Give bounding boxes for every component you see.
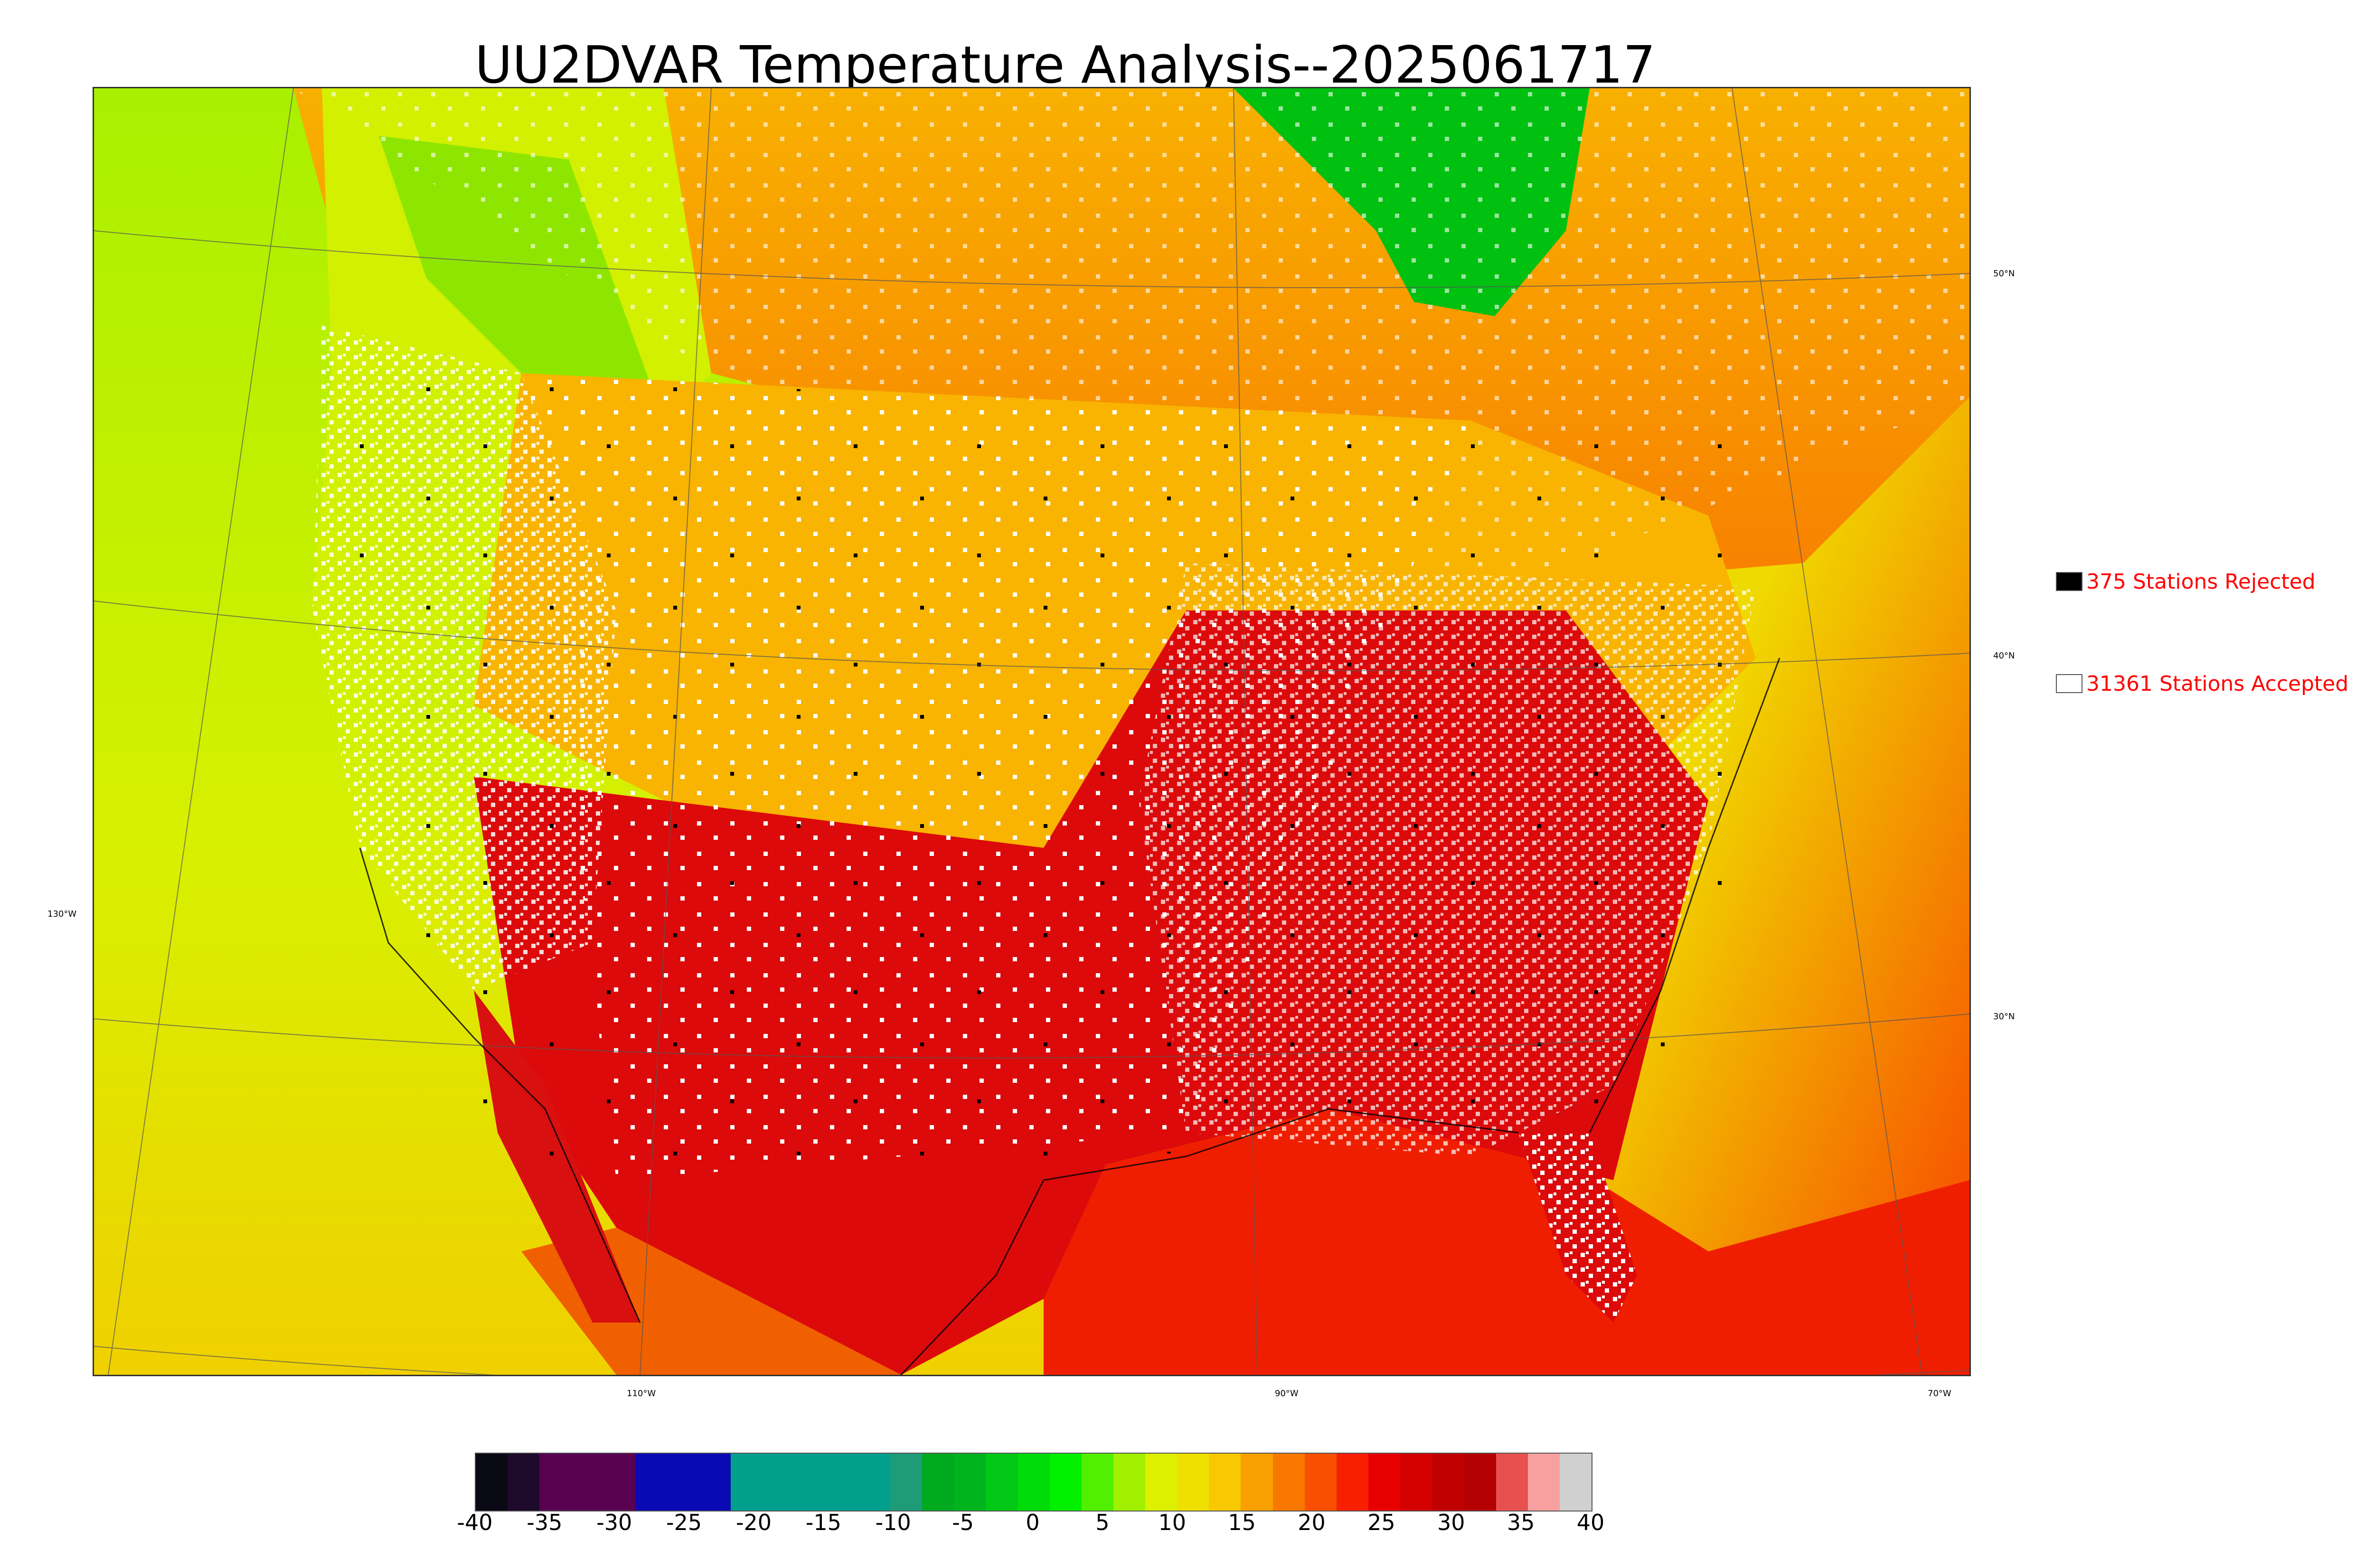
legend-accepted: 31361 Stations Accepted [2056, 669, 2348, 698]
graticule [94, 88, 1969, 1375]
stations-rejected [312, 373, 1756, 1180]
colorbar-segment [1368, 1454, 1401, 1511]
colorbar-segment [826, 1454, 858, 1511]
colorbar-segment [1049, 1454, 1082, 1511]
colorbar-segment [731, 1454, 763, 1511]
colorbar-segment [890, 1454, 922, 1511]
colorbar-segment [954, 1454, 986, 1511]
colorbar-segment [667, 1454, 699, 1511]
colorbar-tick: -25 [666, 1510, 702, 1535]
colorbar-tick: 25 [1367, 1510, 1395, 1535]
colorbar-tick: 35 [1507, 1510, 1535, 1535]
lon-label-130w: 130°W [47, 909, 77, 919]
colorbar-segment [1145, 1454, 1178, 1511]
colorbar-segment [603, 1454, 635, 1511]
lat-label-50n: 50°N [1993, 269, 2015, 279]
colorbar-segment [794, 1454, 827, 1511]
temperature-map: 50°N 40°N 30°N [93, 87, 2015, 1376]
colorbar-segment [763, 1454, 795, 1511]
colorbar-tick: 20 [1298, 1510, 1326, 1535]
colorbar-tick: -40 [457, 1510, 493, 1535]
colorbar-tick: 40 [1576, 1510, 1605, 1535]
colorbar-segment [1336, 1454, 1368, 1511]
colorbar-segment [1209, 1454, 1241, 1511]
rockies-cool [379, 136, 664, 421]
colorbar-tick: 0 [1026, 1510, 1040, 1535]
colorbar-segment [1017, 1454, 1050, 1511]
colorbar-segment [508, 1454, 540, 1511]
lon-label-90w: 90°W [1275, 1389, 1299, 1399]
colorbar-segment [1272, 1454, 1305, 1511]
gulf-of-mexico [1044, 1109, 1969, 1375]
colorbar-tick: -5 [952, 1510, 974, 1535]
lon-label-110w: 110°W [627, 1389, 656, 1399]
colorbar-segment [539, 1454, 572, 1511]
legend-rejected-swatch [2056, 572, 2082, 591]
legend-rejected-label: 375 Stations Rejected [2086, 569, 2316, 594]
stations-florida [1518, 1133, 1637, 1323]
colorbar-segment [1304, 1454, 1337, 1511]
colorbar-segment [1496, 1454, 1528, 1511]
colorbar-segment [858, 1454, 890, 1511]
colorbar-segment [1432, 1454, 1464, 1511]
colorbar-segment [986, 1454, 1018, 1511]
colorbar-tick: -15 [805, 1510, 841, 1535]
colorbar-segment [1241, 1454, 1273, 1511]
colorbar-tick: 5 [1095, 1510, 1110, 1535]
colorbar-segment [1559, 1454, 1592, 1511]
colorbar-tick: -20 [735, 1510, 772, 1535]
colorbar-segment [698, 1454, 731, 1511]
colorbar-tick: -10 [875, 1510, 911, 1535]
map-title: UU2DVAR Temperature Analysis--2025061717 [475, 36, 1656, 95]
lon-label-70w: 70°W [1928, 1389, 1951, 1399]
coastlines [359, 657, 1780, 1375]
colorbar-segment [476, 1454, 508, 1511]
colorbar-tick: 10 [1158, 1510, 1187, 1535]
colorbar-tick: -30 [596, 1510, 632, 1535]
temperature-colorbar [475, 1453, 1592, 1512]
colorbar-tick: 30 [1437, 1510, 1465, 1535]
legend-accepted-swatch [2056, 674, 2082, 693]
colorbar-tick: -35 [527, 1510, 563, 1535]
colorbar-tick: 15 [1228, 1510, 1256, 1535]
colorbar-segment [635, 1454, 667, 1511]
colorbar-segment [1464, 1454, 1496, 1511]
colorbar-segment [1527, 1454, 1560, 1511]
lat-label-30n: 30°N [1993, 1012, 2015, 1022]
lat-label-40n: 40°N [1993, 651, 2015, 661]
colorbar-segment [571, 1454, 603, 1511]
colorbar-segment [1113, 1454, 1145, 1511]
map-canvas [94, 88, 1969, 1375]
colorbar-segment [1081, 1454, 1113, 1511]
colorbar-segment [1177, 1454, 1209, 1511]
legend-rejected: 375 Stations Rejected [2056, 567, 2316, 596]
legend-accepted-label: 31361 Stations Accepted [2086, 671, 2349, 696]
colorbar-tick-labels: -40 -35 -30 -25 -20 -15 -10 -5 0 5 10 15 20 25 30 35 40 [457, 1510, 1604, 1548]
colorbar-segment [1400, 1454, 1432, 1511]
colorbar-segment [922, 1454, 954, 1511]
